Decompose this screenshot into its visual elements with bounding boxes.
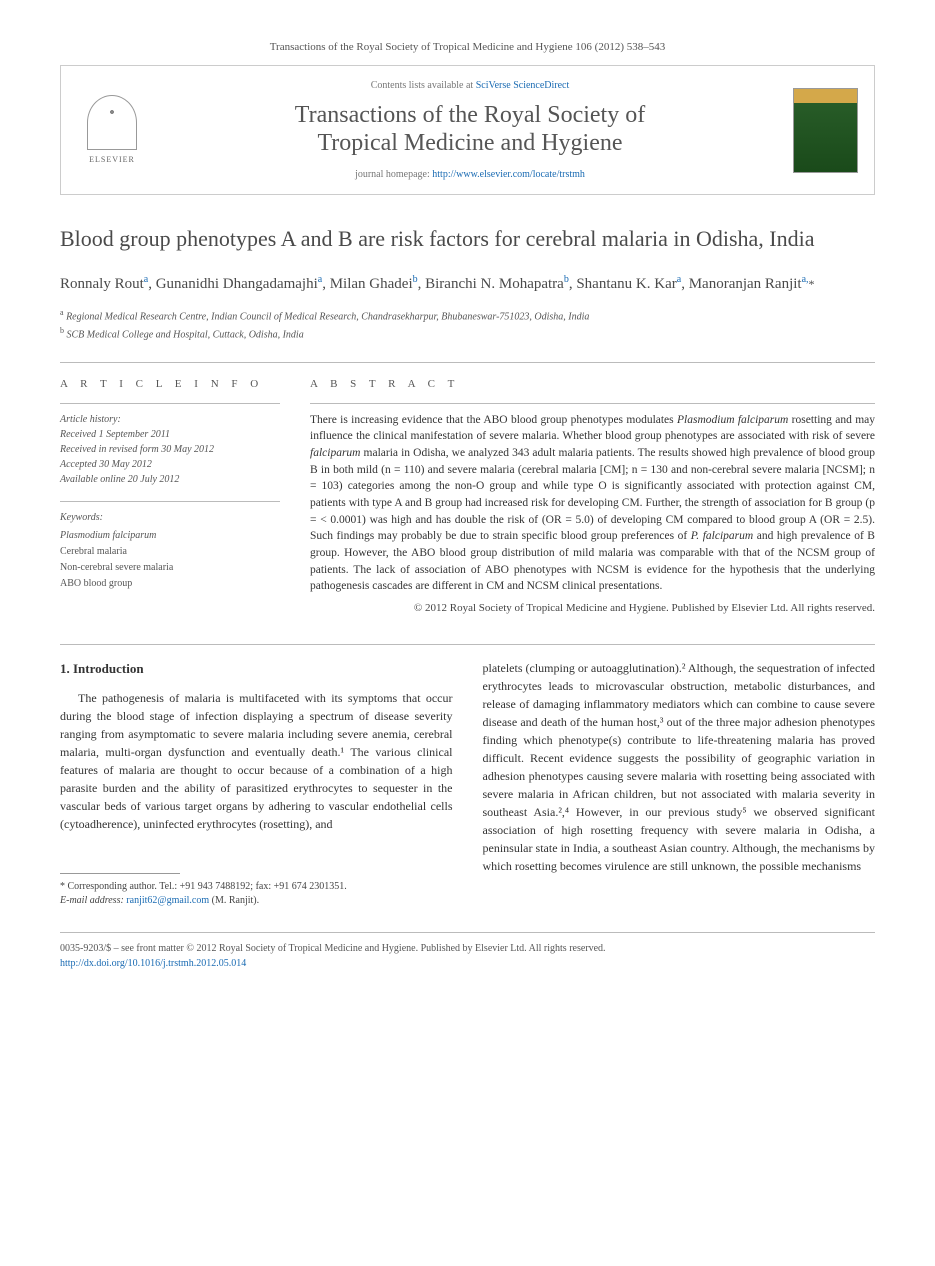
bottom-meta: 0035-9203/$ – see front matter © 2012 Ro…	[60, 941, 875, 971]
affiliation-a: a Regional Medical Research Centre, Indi…	[60, 307, 875, 324]
keywords-block: Keywords: Plasmodium falciparum Cerebral…	[60, 501, 280, 592]
corr-tel-fax: * Corresponding author. Tel.: +91 943 74…	[60, 880, 453, 894]
journal-header-box: ELSEVIER Contents lists available at Sci…	[60, 65, 875, 195]
keyword-0: Plasmodium falciparum	[60, 530, 156, 541]
bottom-rule	[60, 932, 875, 933]
corresponding-author-footnote: * Corresponding author. Tel.: +91 943 74…	[60, 880, 453, 908]
info-abstract-row: a r t i c l e i n f o Article history: R…	[60, 377, 875, 616]
history-accepted: Accepted 30 May 2012	[60, 459, 152, 470]
keyword-2: Non-cerebral severe malaria	[60, 562, 173, 573]
history-label: Article history:	[60, 414, 121, 425]
email-label: E-mail address:	[60, 895, 124, 906]
history-revised: Received in revised form 30 May 2012	[60, 444, 214, 455]
header-center: Contents lists available at SciVerse Sci…	[167, 79, 773, 183]
rule-below-abstract	[60, 644, 875, 645]
journal-homepage: journal homepage: http://www.elsevier.co…	[167, 168, 773, 182]
abstract-copyright: © 2012 Royal Society of Tropical Medicin…	[310, 601, 875, 616]
history-received: Received 1 September 2011	[60, 429, 170, 440]
corr-email-link[interactable]: ranjit62@gmail.com	[126, 895, 209, 906]
keyword-1: Cerebral malaria	[60, 546, 127, 557]
history-online: Available online 20 July 2012	[60, 474, 179, 485]
abstract-column: a b s t r a c t There is increasing evid…	[310, 377, 875, 616]
affiliation-b: b SCB Medical College and Hospital, Cutt…	[60, 325, 875, 342]
corr-email-line: E-mail address: ranjit62@gmail.com (M. R…	[60, 894, 453, 908]
affiliation-b-text: SCB Medical College and Hospital, Cuttac…	[67, 329, 304, 340]
homepage-prefix: journal homepage:	[355, 169, 432, 180]
elsevier-logo: ELSEVIER	[77, 90, 147, 170]
article-info-heading: a r t i c l e i n f o	[60, 377, 280, 392]
citation-header: Transactions of the Royal Society of Tro…	[60, 40, 875, 55]
author-list: Ronnaly Routa, Gunanidhi Dhangadamajhia,…	[60, 272, 875, 296]
abstract-text: There is increasing evidence that the AB…	[310, 403, 875, 595]
homepage-link[interactable]: http://www.elsevier.com/locate/trstmh	[432, 169, 585, 180]
footnote-separator	[60, 873, 180, 874]
contents-prefix: Contents lists available at	[371, 80, 476, 91]
journal-cover-thumbnail	[793, 88, 858, 173]
body-two-column: 1. Introduction The pathogenesis of mala…	[60, 659, 875, 908]
affiliations: a Regional Medical Research Centre, Indi…	[60, 307, 875, 342]
journal-title: Transactions of the Royal Society of Tro…	[167, 101, 773, 159]
article-history: Article history: Received 1 September 20…	[60, 403, 280, 487]
corr-email-suffix: (M. Ranjit).	[212, 895, 260, 906]
rule-above-abstract	[60, 362, 875, 363]
section-title: Introduction	[73, 661, 144, 676]
section-number: 1.	[60, 661, 70, 676]
keyword-3: ABO blood group	[60, 578, 132, 589]
affiliation-a-text: Regional Medical Research Centre, Indian…	[66, 312, 589, 323]
keywords-label: Keywords:	[60, 510, 280, 526]
elsevier-label: ELSEVIER	[89, 154, 135, 165]
section-1-heading: 1. Introduction	[60, 659, 453, 679]
sciencedirect-link[interactable]: SciVerse ScienceDirect	[476, 80, 570, 91]
article-info-column: a r t i c l e i n f o Article history: R…	[60, 377, 280, 616]
intro-para-col1: The pathogenesis of malaria is multiface…	[60, 689, 453, 833]
doi-link[interactable]: http://dx.doi.org/10.1016/j.trstmh.2012.…	[60, 958, 246, 969]
abstract-heading: a b s t r a c t	[310, 377, 875, 392]
intro-para-col2: platelets (clumping or autoagglutination…	[483, 659, 876, 875]
issn-copyright-line: 0035-9203/$ – see front matter © 2012 Ro…	[60, 941, 875, 956]
elsevier-tree-icon	[87, 95, 137, 150]
journal-title-line2: Tropical Medicine and Hygiene	[317, 130, 622, 156]
journal-title-line1: Transactions of the Royal Society of	[295, 102, 645, 128]
contents-available: Contents lists available at SciVerse Sci…	[167, 79, 773, 93]
article-title: Blood group phenotypes A and B are risk …	[60, 225, 875, 254]
